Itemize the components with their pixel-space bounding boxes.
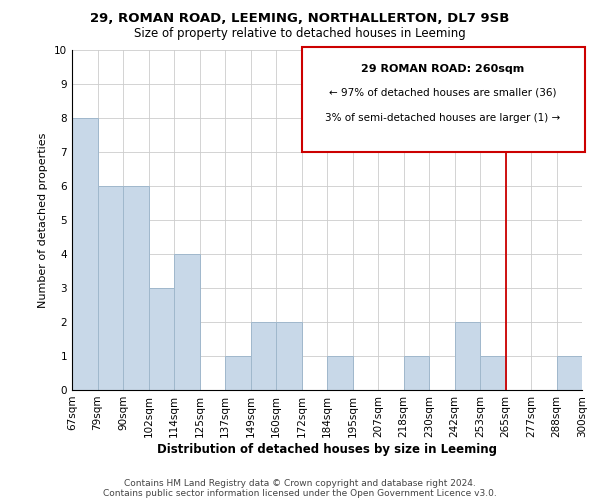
Bar	[149, 288, 174, 390]
Bar	[327, 356, 353, 390]
Text: ← 97% of detached houses are smaller (36): ← 97% of detached houses are smaller (36…	[329, 88, 557, 98]
Bar	[251, 322, 276, 390]
Bar	[225, 356, 251, 390]
Text: 29 ROMAN ROAD: 260sqm: 29 ROMAN ROAD: 260sqm	[361, 64, 524, 74]
Y-axis label: Number of detached properties: Number of detached properties	[38, 132, 49, 308]
FancyBboxPatch shape	[302, 46, 584, 152]
Bar	[123, 186, 149, 390]
Text: 3% of semi-detached houses are larger (1) →: 3% of semi-detached houses are larger (1…	[325, 113, 560, 123]
Bar	[455, 322, 480, 390]
Text: 29, ROMAN ROAD, LEEMING, NORTHALLERTON, DL7 9SB: 29, ROMAN ROAD, LEEMING, NORTHALLERTON, …	[91, 12, 509, 26]
Bar	[480, 356, 505, 390]
Bar	[72, 118, 97, 390]
Bar	[404, 356, 429, 390]
X-axis label: Distribution of detached houses by size in Leeming: Distribution of detached houses by size …	[157, 442, 497, 456]
Bar	[97, 186, 123, 390]
Text: Contains HM Land Registry data © Crown copyright and database right 2024.: Contains HM Land Registry data © Crown c…	[124, 478, 476, 488]
Text: Contains public sector information licensed under the Open Government Licence v3: Contains public sector information licen…	[103, 488, 497, 498]
Bar	[174, 254, 199, 390]
Bar	[276, 322, 302, 390]
Text: Size of property relative to detached houses in Leeming: Size of property relative to detached ho…	[134, 28, 466, 40]
Bar	[557, 356, 582, 390]
